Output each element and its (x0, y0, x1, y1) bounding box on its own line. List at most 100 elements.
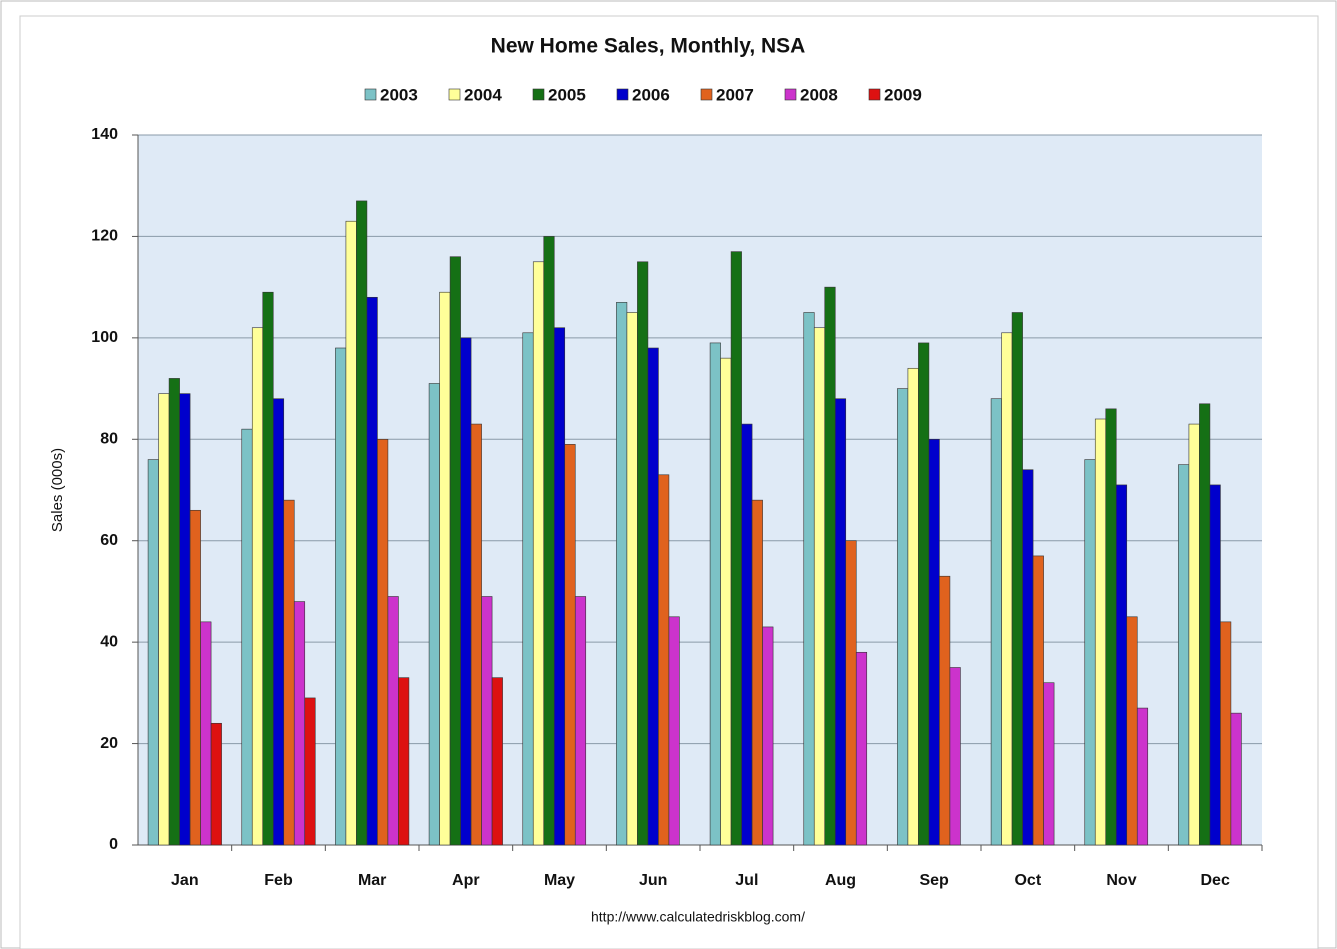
chart-title: New Home Sales, Monthly, NSA (491, 35, 806, 58)
bar (262, 291, 274, 846)
bar (251, 327, 264, 846)
bar (543, 236, 555, 846)
y-tick-label: 20 (100, 735, 118, 752)
bar (897, 388, 909, 846)
bar (189, 509, 201, 846)
bar (1209, 484, 1221, 846)
bar (1022, 469, 1034, 846)
bar (1230, 712, 1242, 846)
legend-label: 2006 (632, 85, 670, 104)
legend-label: 2003 (380, 85, 418, 104)
bar (158, 393, 170, 846)
x-tick-label: Dec (1200, 872, 1229, 889)
bar (647, 347, 659, 846)
x-tick-label: Nov (1106, 872, 1136, 889)
bar (356, 200, 368, 846)
legend-swatch (364, 88, 377, 101)
bar (168, 378, 180, 846)
bar (637, 261, 649, 846)
bar (522, 332, 534, 846)
bar (200, 621, 212, 846)
bar (1001, 332, 1013, 846)
source: http://www.calculatedriskblog.com/ (591, 909, 805, 925)
bar (1188, 423, 1200, 846)
bar (616, 302, 628, 846)
bar (574, 596, 587, 846)
bar (345, 220, 357, 846)
bar (824, 286, 836, 846)
bar (1094, 418, 1107, 846)
bar (1136, 707, 1149, 846)
x-tick-label: Aug (825, 872, 856, 889)
legend-swatch (784, 88, 797, 101)
x-tick-label: Jan (171, 872, 199, 889)
bar (658, 474, 670, 846)
bar (762, 626, 774, 846)
bar (460, 337, 472, 846)
bar (1126, 616, 1138, 846)
legend-swatch (448, 88, 461, 101)
bar (449, 256, 461, 846)
x-tick-label: Jun (639, 872, 667, 889)
x-tick-label: May (544, 872, 575, 889)
x-tick-label: Feb (264, 872, 293, 889)
bar (398, 677, 410, 846)
bar (491, 677, 503, 846)
bar (1115, 484, 1128, 846)
bar (855, 651, 868, 846)
bar (366, 296, 378, 846)
y-tick-label: 140 (91, 126, 118, 143)
bar (907, 367, 919, 846)
bar (1011, 312, 1023, 846)
bar (283, 499, 295, 846)
legend-label: 2009 (884, 85, 922, 104)
bar (272, 398, 285, 846)
x-tick-label: Apr (452, 872, 480, 889)
y-tick-label: 0 (109, 836, 118, 853)
bar (553, 327, 566, 846)
legend-swatch (616, 88, 629, 101)
y-tick-label: 120 (91, 228, 118, 245)
bar (709, 342, 721, 846)
legend-label: 2004 (464, 85, 502, 104)
bar (1032, 555, 1044, 846)
bar (918, 342, 930, 846)
bar (293, 601, 306, 846)
legend-swatch (868, 88, 881, 101)
bar (481, 596, 493, 846)
bar (1105, 408, 1117, 846)
bar (304, 697, 316, 846)
bar (990, 398, 1002, 846)
bar (210, 722, 222, 846)
bar (845, 540, 857, 846)
bar (439, 291, 451, 846)
bar (626, 312, 638, 846)
legend-swatch (532, 88, 545, 101)
bar (564, 444, 576, 846)
x-tick-label: Sep (919, 872, 949, 889)
y-tick-label: 100 (91, 329, 118, 346)
bar (147, 459, 159, 846)
bar (1084, 459, 1096, 846)
bar (803, 312, 815, 846)
bar (377, 438, 389, 846)
plot-area (138, 135, 1262, 845)
bar (834, 398, 847, 846)
bar (741, 423, 753, 846)
bar (470, 423, 482, 846)
bar (928, 438, 940, 846)
bar (720, 357, 732, 846)
bar (335, 347, 347, 846)
y-tick-label: 40 (100, 633, 118, 650)
y-axis-label: Sales (000s) (49, 448, 66, 532)
legend-label: 2005 (548, 85, 586, 104)
bar (1043, 682, 1055, 846)
x-tick-label: Jul (735, 872, 758, 889)
bar (1178, 464, 1190, 846)
bar (813, 327, 826, 846)
bar (428, 383, 440, 846)
y-tick-label: 80 (100, 431, 118, 448)
bar (241, 428, 253, 846)
bar (532, 261, 545, 846)
